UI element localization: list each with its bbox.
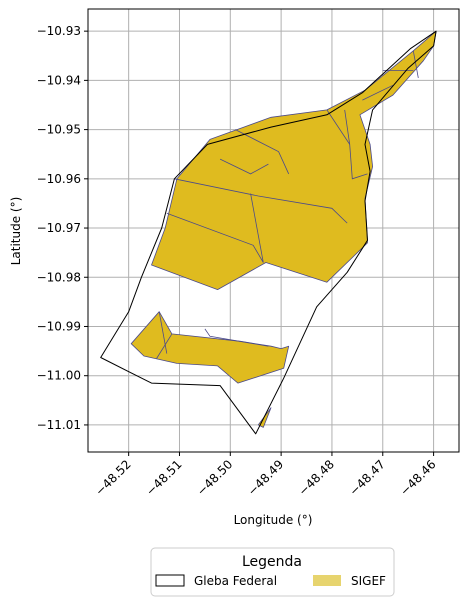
legend-label-sigef: SIGEF [351,574,386,588]
sigef-parcel-boundary [235,129,290,175]
x-tick-label: −48.50 [194,457,235,498]
sigef-parcel-boundary [344,109,351,145]
sigef-parcel-boundary [326,109,368,180]
plot-frame [87,8,460,453]
y-axis-label: Latitude (°) [9,197,23,266]
sigef-parcel-boundary [219,158,269,175]
x-tick-label: −48.47 [347,457,388,498]
sigef-parcel-boundary [156,333,173,359]
sigef-parcel-boundary [174,178,348,224]
sigef-parcel-boundary [362,84,394,101]
y-tick-label: −10.98 [37,270,81,284]
y-tick-label: −10.94 [37,73,81,87]
y-tick-label: −11.00 [37,369,81,383]
y-axis: −10.93 −10.94 −10.95 −10.96 −10.97 −10.98 −10.… [37,24,88,432]
x-axis-label: Longitude (°) [234,513,313,527]
legend: Legenda Gleba Federal SIGEF [150,547,395,597]
gleba-federal-layer [100,30,437,435]
x-tick-label: −48.49 [245,457,286,498]
y-tick-label: −10.96 [37,172,81,186]
sigef-parcel [130,311,290,384]
gleba-federal-boundary [100,30,437,435]
x-tick-label: −48.48 [296,457,337,498]
y-tick-label: −11.01 [37,418,81,432]
sigef-layer [130,30,437,428]
sigef-parcel-boundary [166,212,264,263]
legend-swatch-sigef [313,575,341,586]
y-tick-label: −10.93 [37,24,81,38]
sigef-parcel-boundary [412,50,419,78]
legend-swatch-gleba-federal [155,574,185,587]
sigef-parcel-boundary [204,328,269,347]
x-tick-label: −48.51 [143,457,184,498]
x-axis: −48.52 −48.51 −48.50 −48.49 −48.48 −48.47 −48.… [92,452,439,499]
sigef-parcel-boundary [158,311,168,354]
x-tick-label: −48.46 [397,457,438,498]
y-tick-label: −10.97 [37,221,81,235]
sigef-parcel-boundary [250,193,264,263]
legend-label-gleba-federal: Gleba Federal [194,574,277,588]
x-tick-label: −48.52 [92,457,133,498]
legend-title: Legenda [242,554,302,570]
y-tick-label: −10.95 [37,123,81,137]
sigef-parcel [151,30,437,291]
y-tick-label: −10.99 [37,319,81,333]
